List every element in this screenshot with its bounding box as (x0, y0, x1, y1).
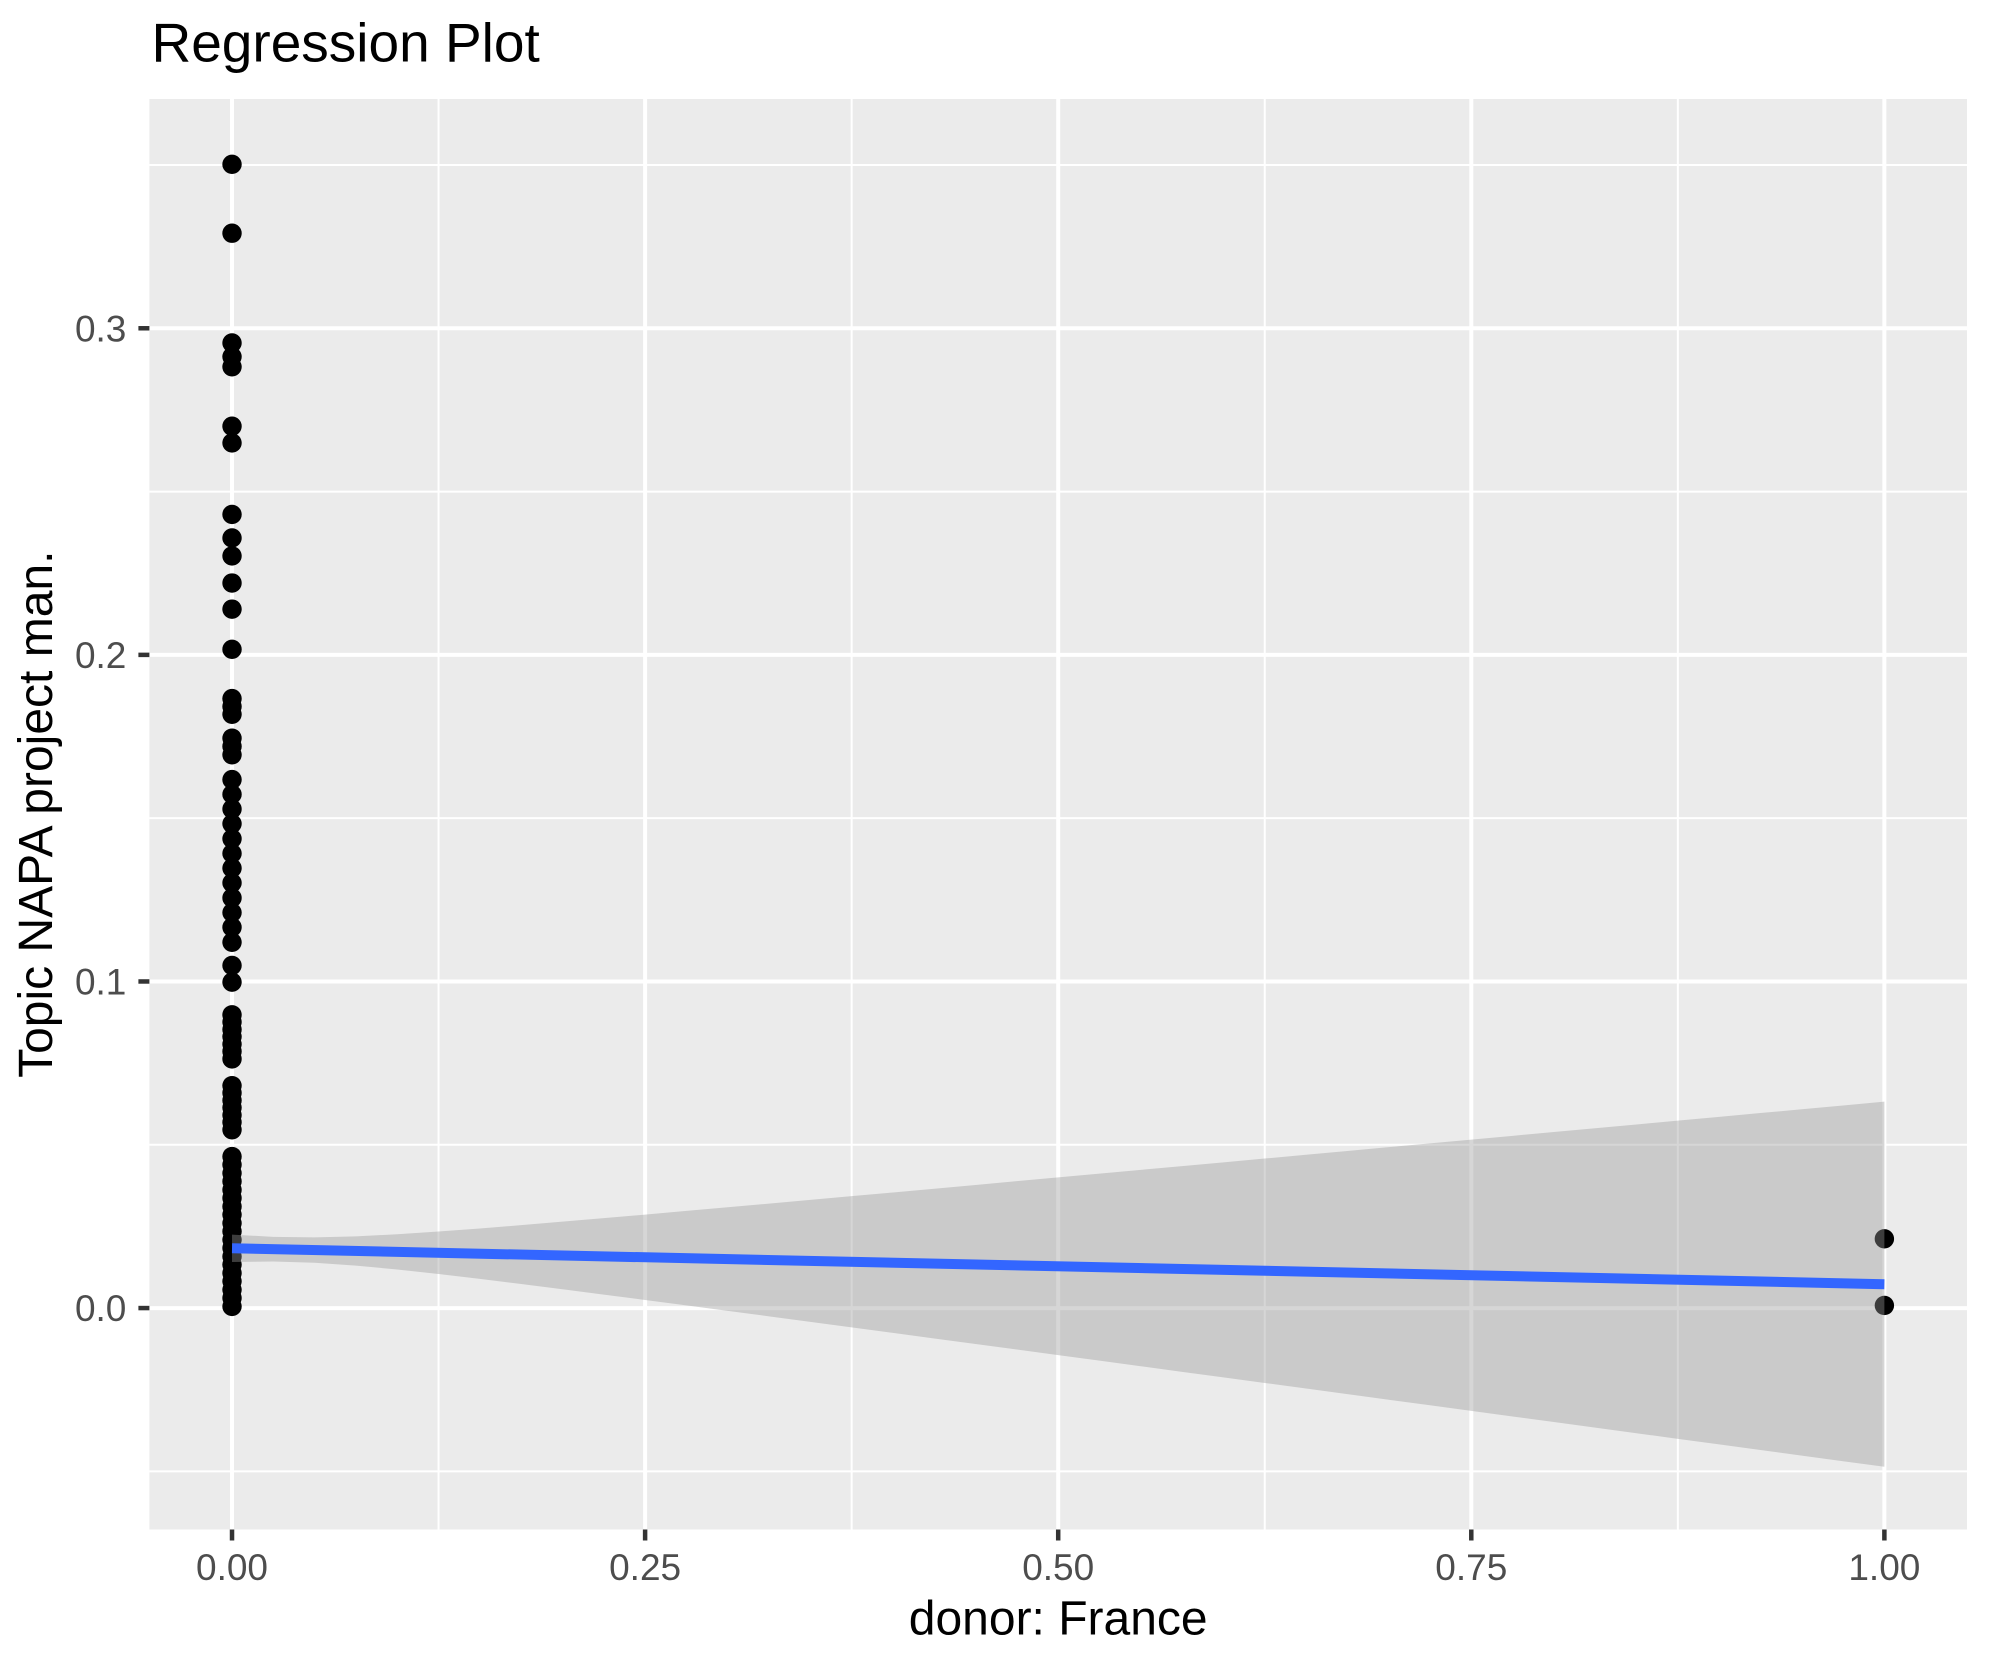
data-point (222, 769, 242, 790)
y-tick-label: 0.2 (75, 635, 126, 676)
x-tick-label: 0.50 (1022, 1547, 1094, 1588)
y-tick-label: 0.0 (75, 1288, 126, 1329)
data-point (222, 902, 242, 923)
data-point (222, 799, 242, 819)
data-point (222, 599, 242, 619)
regression-line (231, 1243, 1885, 1290)
x-tick-label: 1.00 (1848, 1547, 1920, 1588)
data-point (222, 1296, 242, 1317)
regression-line-segment (231, 1243, 1885, 1290)
plot-title: Regression Plot (152, 12, 540, 74)
data-point (222, 1049, 242, 1069)
confidence-ribbon (232, 1101, 1885, 1467)
data-point (222, 955, 242, 976)
axis-ticks (138, 326, 1887, 1541)
x-tick-labels: 0.00 0.25 0.50 0.75 1.00 (196, 1547, 1920, 1588)
data-point (1874, 1295, 1895, 1316)
data-point (222, 639, 242, 660)
x-tick-label: 0.75 (1435, 1547, 1507, 1588)
data-point (222, 843, 242, 864)
data-point (222, 528, 242, 548)
data-point (222, 932, 242, 952)
confidence-ribbon-area (232, 1101, 1885, 1467)
data-point (222, 972, 242, 992)
y-axis-title: Topic NAPA project man. (10, 551, 63, 1078)
data-point (222, 416, 242, 436)
data-point (222, 333, 242, 353)
data-point (1874, 1229, 1895, 1249)
data-point (222, 814, 242, 834)
data-point (222, 917, 242, 937)
y-tick-label: 0.3 (75, 308, 126, 349)
data-point (222, 223, 242, 243)
data-point (222, 504, 242, 525)
x-tick-label: 0.00 (196, 1547, 268, 1588)
data-point (222, 154, 242, 175)
x-axis-title: donor: France (909, 1593, 1208, 1646)
data-point (222, 546, 242, 566)
y-tick-label: 0.1 (75, 961, 126, 1002)
data-point (222, 1120, 242, 1140)
data-point (222, 858, 242, 878)
data-point (222, 745, 242, 765)
data-point (222, 873, 242, 893)
x-tick-label: 0.25 (609, 1547, 681, 1588)
data-point (222, 888, 242, 908)
data-point (222, 784, 242, 805)
data-point (222, 433, 242, 453)
data-point (222, 573, 242, 593)
y-tick-labels: 0.0 0.1 0.2 0.3 (75, 308, 126, 1329)
data-point (222, 829, 242, 849)
data-point (222, 704, 242, 725)
data-point (222, 357, 242, 377)
